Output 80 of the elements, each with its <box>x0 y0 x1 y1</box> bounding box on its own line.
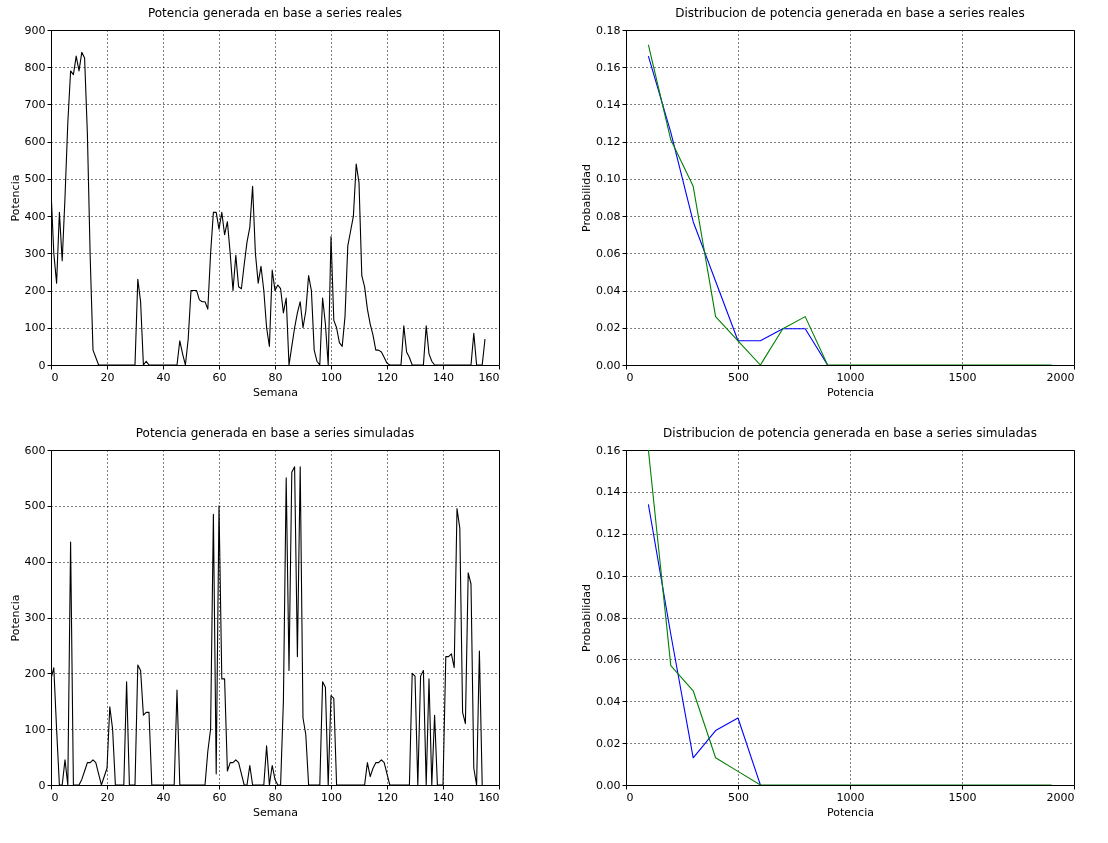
x-tick-label: 20 <box>100 370 115 384</box>
y-axis-title: Probabilidad <box>580 583 594 653</box>
x-tick-label: 1000 <box>836 790 865 804</box>
x-tick-label: 0 <box>51 790 59 804</box>
y-tick-label: 100 <box>24 321 46 335</box>
x-tick-label: 80 <box>268 370 283 384</box>
y-tick-label: 600 <box>24 443 46 457</box>
x-tick-label: 100 <box>321 790 342 804</box>
y-tick-label: 0.14 <box>596 97 621 111</box>
x-axis-title: Semana <box>253 805 298 819</box>
y-tick-label: 200 <box>24 666 46 680</box>
x-tick-label: 80 <box>268 790 283 804</box>
x-tick-label: 20 <box>100 790 115 804</box>
x-tick-label: 60 <box>212 790 227 804</box>
y-tick-label: 200 <box>24 284 46 298</box>
y-tick-label: 300 <box>24 611 46 624</box>
x-tick-label: 0 <box>51 370 59 384</box>
chart-title: Distribucion de potencia generada en base a series simuladas <box>663 426 1037 440</box>
x-tick-label: 140 <box>433 370 454 384</box>
x-tick-label: 0 <box>626 790 634 804</box>
y-axis-title: Potencia <box>8 594 22 642</box>
line-series <box>647 450 1053 785</box>
y-tick-label: 700 <box>24 97 46 111</box>
y-tick-label: 900 <box>24 23 46 37</box>
x-tick-label: 1000 <box>836 370 865 384</box>
x-axis-title: Potencia <box>827 805 874 819</box>
chart-title: Potencia generada en base a series reales <box>147 6 403 20</box>
y-tick-label: 0.16 <box>596 60 621 74</box>
x-tick-label: 500 <box>728 370 749 384</box>
y-tick-label: 0 <box>38 778 46 792</box>
y-tick-label: 0.14 <box>596 485 621 499</box>
y-tick-label: 0.16 <box>596 443 621 457</box>
y-tick-label: 0.12 <box>596 527 621 541</box>
x-tick-label: 40 <box>156 370 171 384</box>
y-tick-label: 0.10 <box>596 172 621 186</box>
y-tick-label: 0 <box>38 358 46 372</box>
y-tick-label: 0.04 <box>596 694 621 708</box>
y-tick-label: 400 <box>24 555 46 569</box>
y-tick-label: 0.18 <box>596 23 621 37</box>
x-tick-label: 120 <box>377 790 398 804</box>
x-axis-title: Potencia <box>827 385 874 399</box>
y-tick-label: 400 <box>24 209 46 223</box>
x-tick-label: 160 <box>478 790 500 804</box>
y-tick-label: 0.06 <box>596 652 621 666</box>
y-tick-label: 0.04 <box>596 284 621 298</box>
y-axis-title: Potencia <box>8 174 22 222</box>
y-tick-label: 600 <box>24 135 46 149</box>
y-tick-label: 100 <box>24 722 46 736</box>
x-axis-title: Semana <box>253 385 298 399</box>
y-tick-label: 0.02 <box>596 321 621 335</box>
y-axis-title: Probabilidad <box>580 163 594 233</box>
x-tick-label: 120 <box>377 370 398 384</box>
y-tick-label: 300 <box>24 246 46 260</box>
x-tick-label: 40 <box>156 790 171 804</box>
x-tick-label: 100 <box>321 370 342 384</box>
x-tick-label: 2000 <box>1046 790 1075 804</box>
y-tick-label: 0.08 <box>596 611 621 624</box>
y-tick-label: 0.00 <box>596 778 621 792</box>
x-tick-label: 60 <box>212 370 227 384</box>
y-tick-label: 0.06 <box>596 246 621 260</box>
y-tick-label: 0.10 <box>596 569 621 583</box>
x-tick-label: 160 <box>478 370 500 384</box>
line-series <box>647 503 761 785</box>
y-tick-label: 0.02 <box>596 736 621 750</box>
x-tick-label: 1500 <box>948 370 977 384</box>
chart-title: Potencia generada en base a series simuladas <box>135 426 415 440</box>
x-tick-label: 2000 <box>1046 370 1075 384</box>
y-tick-label: 800 <box>24 60 46 74</box>
y-tick-label: 0.00 <box>596 358 621 372</box>
y-tick-label: 500 <box>24 172 46 186</box>
x-tick-label: 140 <box>433 790 454 804</box>
y-tick-label: 0.12 <box>596 135 621 149</box>
x-tick-label: 0 <box>626 370 634 384</box>
y-tick-label: 0.08 <box>596 209 621 223</box>
chart-title: Distribucion de potencia generada en base a series reales <box>675 6 1025 20</box>
x-tick-label: 500 <box>728 790 749 804</box>
y-tick-label: 500 <box>24 499 46 513</box>
line-series <box>647 44 1053 365</box>
line-series <box>647 55 829 365</box>
x-tick-label: 1500 <box>948 790 977 804</box>
